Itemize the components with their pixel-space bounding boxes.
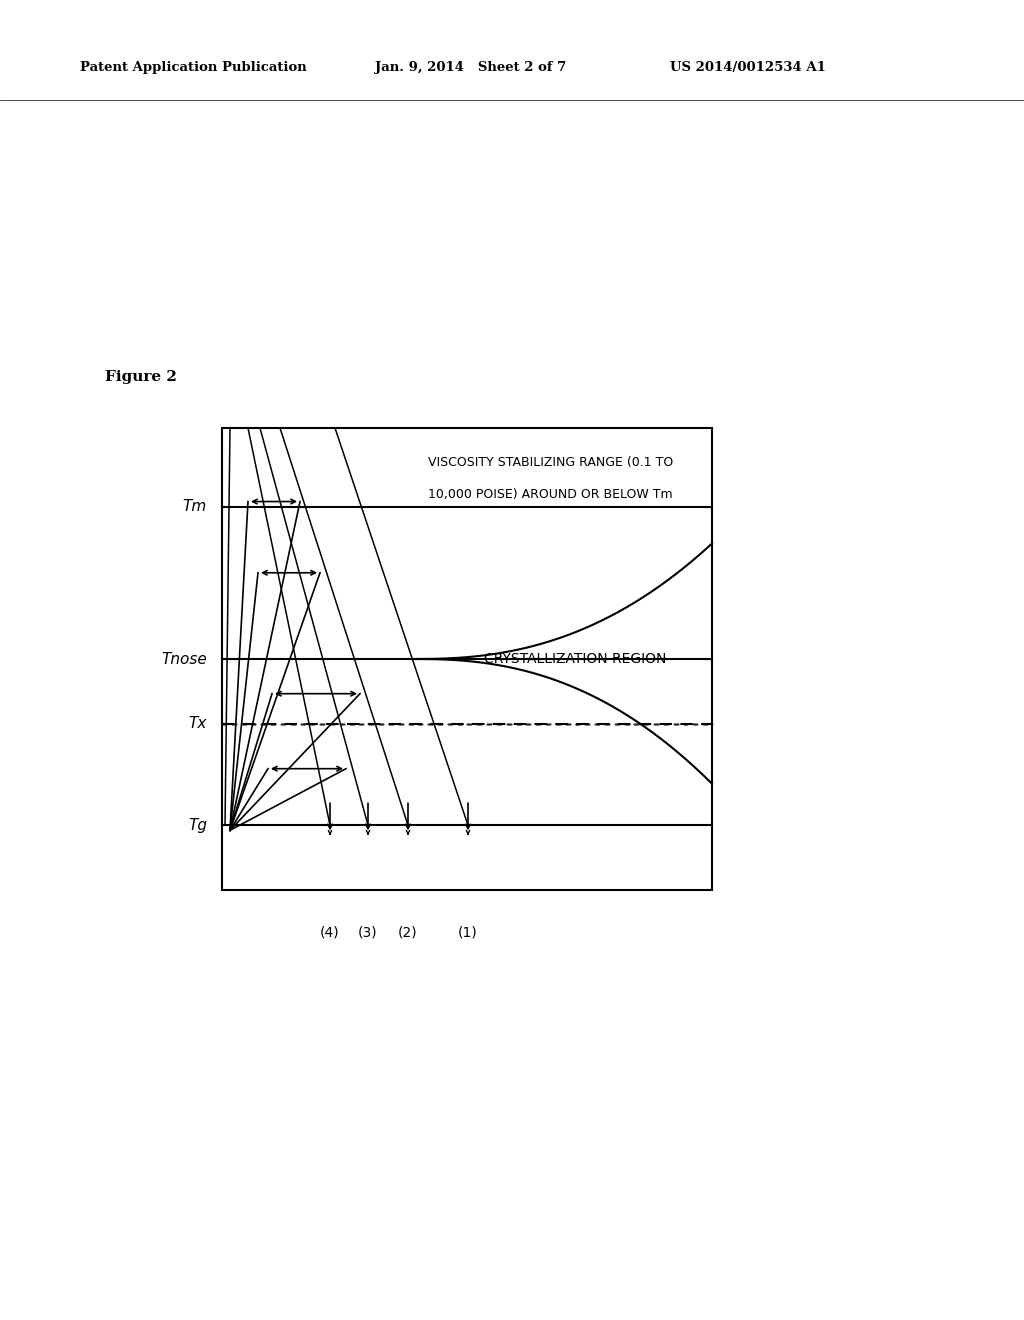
Text: (3): (3) [358, 925, 378, 939]
Text: Patent Application Publication: Patent Application Publication [80, 62, 307, 74]
Text: (1): (1) [458, 925, 478, 939]
Text: Tm: Tm [182, 499, 207, 513]
Text: Tx: Tx [188, 717, 207, 731]
Text: 10,000 POISE) AROUND OR BELOW Tm: 10,000 POISE) AROUND OR BELOW Tm [428, 488, 673, 502]
Text: (4): (4) [321, 925, 340, 939]
Text: Tnose: Tnose [161, 652, 207, 667]
Text: Figure 2: Figure 2 [105, 370, 177, 384]
Bar [222, 428, 712, 890]
Text: CRYSTALLIZATION REGION: CRYSTALLIZATION REGION [483, 652, 666, 667]
Text: (2): (2) [398, 925, 418, 939]
Text: Jan. 9, 2014   Sheet 2 of 7: Jan. 9, 2014 Sheet 2 of 7 [375, 62, 566, 74]
Text: VISCOSITY STABILIZING RANGE (0.1 TO: VISCOSITY STABILIZING RANGE (0.1 TO [428, 455, 673, 469]
Text: US 2014/0012534 A1: US 2014/0012534 A1 [670, 62, 826, 74]
Text: Tg: Tg [188, 818, 207, 833]
